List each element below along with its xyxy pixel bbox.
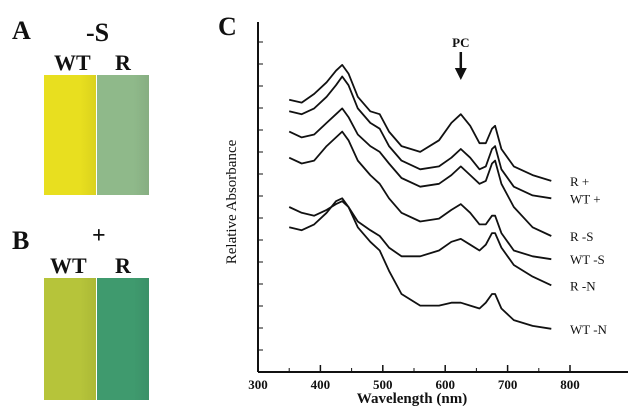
panel-b-wt-culture-swatch (44, 278, 96, 400)
series-label-r-n: R -N (570, 278, 596, 293)
series-label-wt: WT + (570, 191, 601, 206)
pc-label: PC (452, 35, 469, 50)
series-lines (288, 64, 552, 330)
panel-b-letter: B (12, 226, 30, 255)
panel-c-letter: C (218, 12, 237, 41)
x-tick-label: 500 (373, 377, 393, 392)
panel-a-condition: -S (86, 18, 110, 47)
series-line-r-s (288, 107, 552, 237)
x-axis-label: Wavelength (nm) (357, 391, 467, 407)
panel-a-wt-label: WT (54, 50, 91, 75)
x-tick-label: 600 (435, 377, 455, 392)
panel-a-wt-culture-swatch (44, 75, 96, 195)
y-axis-label: Relative Absorbance (224, 139, 240, 264)
panel-b-condition: + (92, 223, 106, 249)
x-ticks: 300 400 500 600 700 800 (248, 365, 580, 392)
series-line-wt (288, 75, 552, 200)
y-ticks (258, 41, 263, 351)
pc-annotation: PC (452, 35, 469, 80)
series-line-wt-n (288, 197, 552, 330)
series-line-r (288, 64, 552, 182)
panel-a-letter: A (12, 16, 31, 45)
panel-b-wt-label: WT (50, 253, 87, 278)
x-tick-label: 400 (311, 377, 331, 392)
series-label-wt-s: WT -S (570, 252, 605, 267)
panel-a-r-label: R (115, 50, 131, 75)
series-label-r-s: R -S (570, 229, 593, 244)
panel-b-r-label: R (115, 253, 131, 278)
x-tick-label: 300 (248, 377, 268, 392)
x-tick-label: 700 (498, 377, 518, 392)
panel-a-r-culture-swatch (97, 75, 149, 195)
series-line-wt-s (288, 130, 552, 261)
pc-arrow-head (454, 68, 467, 80)
x-tick-label: 800 (560, 377, 580, 392)
series-label-r: R + (570, 174, 589, 189)
series-labels: R + WT + R -S WT -S R -N WT -N (570, 174, 608, 337)
series-label-wt-n: WT -N (570, 322, 608, 337)
panel-b-r-culture-swatch (97, 278, 149, 400)
series-line-r-n (288, 200, 552, 287)
